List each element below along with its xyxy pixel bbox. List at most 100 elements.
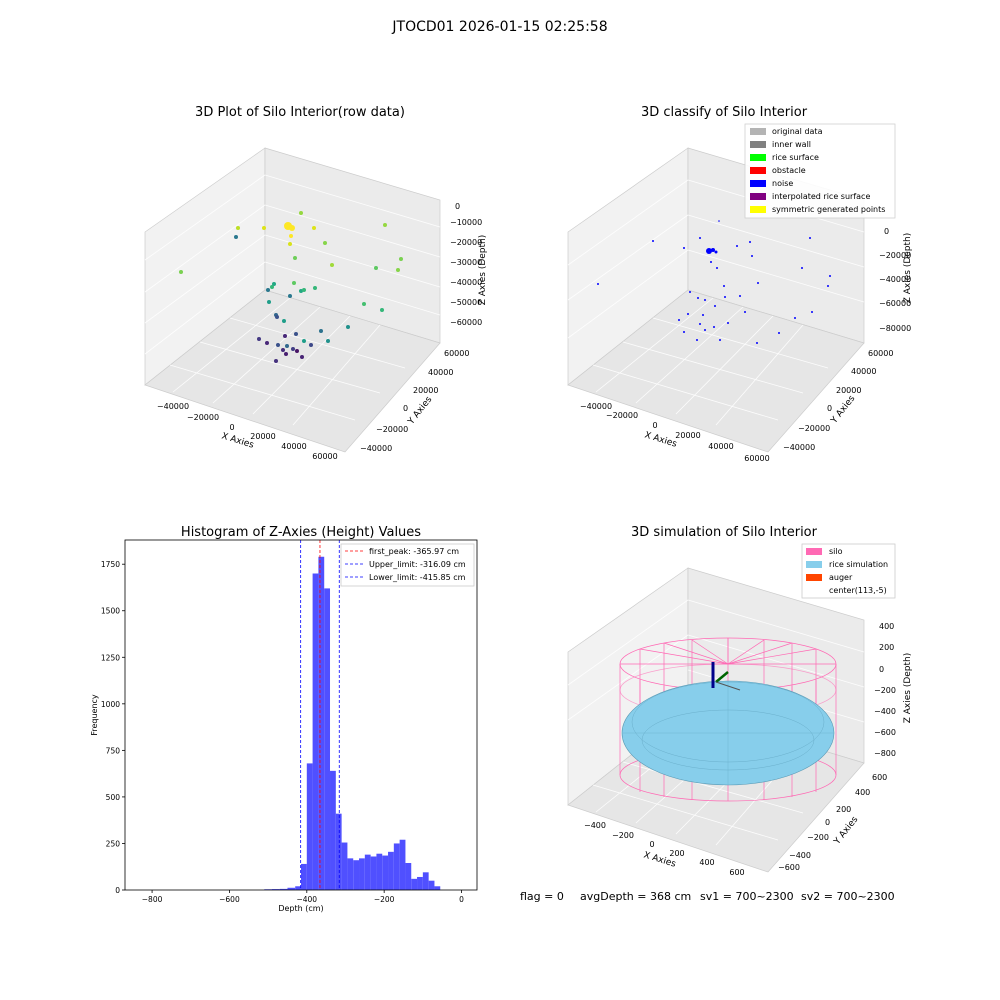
z-tick-label: 0 bbox=[884, 227, 889, 236]
chart-title: 3D Plot of Silo Interior(row data) bbox=[195, 105, 405, 120]
histogram-bar bbox=[295, 886, 301, 890]
y-tick-label: 20000 bbox=[836, 386, 861, 395]
x-tick-label: −200 bbox=[374, 895, 395, 904]
legend-swatch bbox=[806, 561, 822, 568]
histogram-bar bbox=[347, 858, 354, 890]
x-tick-label: −400 bbox=[296, 895, 317, 904]
x-tick-label: 60000 bbox=[744, 454, 769, 463]
y-tick-label: 0 bbox=[827, 404, 832, 413]
legend-swatch bbox=[750, 206, 766, 213]
legend-swatch bbox=[750, 193, 766, 200]
histogram-bar bbox=[411, 878, 418, 890]
histogram-bars bbox=[264, 556, 441, 890]
x-tick-label: −600 bbox=[219, 895, 240, 904]
legend: first_peak: -365.97 cm Upper_limit: -316… bbox=[340, 543, 475, 587]
panel-classify: 3D classify of Silo Interior bbox=[567, 105, 913, 463]
histogram-bar bbox=[324, 588, 331, 890]
y-tick-label: 1250 bbox=[101, 653, 120, 662]
legend-label: symmetric generated points bbox=[772, 205, 885, 214]
y-tick-label: 600 bbox=[872, 773, 887, 782]
legend-label: auger bbox=[829, 573, 853, 582]
y-tick-label: 250 bbox=[106, 839, 121, 848]
y-tick-labels: −40000 −20000 0 20000 40000 60000 bbox=[360, 349, 469, 453]
histogram-bar bbox=[376, 853, 383, 890]
z-tick-label: 0 bbox=[879, 665, 884, 674]
chart-title: 3D simulation of Silo Interior bbox=[631, 525, 818, 540]
grid-lines bbox=[144, 174, 441, 426]
z-tick-label: 400 bbox=[879, 622, 894, 631]
y-tick-label: 0 bbox=[403, 404, 408, 413]
x-tick-label: −200 bbox=[612, 831, 634, 840]
histogram-bar bbox=[335, 813, 342, 890]
histogram-bar bbox=[399, 839, 406, 890]
y-tick-label: 200 bbox=[836, 805, 851, 814]
z-tick-label: −80000 bbox=[879, 324, 911, 333]
histogram-bar bbox=[428, 880, 435, 890]
flag-value: flag = 0 bbox=[520, 890, 564, 903]
pane-floor bbox=[144, 289, 441, 453]
x-axis-label: X Axies bbox=[643, 430, 678, 449]
legend-swatch bbox=[750, 180, 766, 187]
y-tick-label: −20000 bbox=[376, 425, 408, 434]
x-tick-label: 0 bbox=[229, 423, 234, 432]
z-tick-label: −60000 bbox=[450, 318, 482, 327]
x-tick-label: 40000 bbox=[708, 442, 733, 451]
rice-surface bbox=[621, 680, 835, 786]
histogram-bar bbox=[306, 763, 313, 890]
panel-histogram: Histogram of Z-Axies (Height) Values −80… bbox=[90, 525, 478, 913]
z-tick-label: −200 bbox=[874, 686, 896, 695]
z-tick-labels: 0 −10000 −20000 −30000 −40000 −50000 −60… bbox=[450, 202, 482, 327]
z-tick-label: −40000 bbox=[450, 278, 482, 287]
z-tick-label: −600 bbox=[874, 728, 896, 737]
legend: original data inner wall rice surface ob… bbox=[744, 123, 896, 219]
legend-swatch bbox=[750, 154, 766, 161]
legend-label: rice simulation bbox=[829, 560, 888, 569]
y-axis-label: Y Axies bbox=[406, 395, 435, 428]
z-tick-label: −800 bbox=[874, 749, 896, 758]
z-tick-label: −20000 bbox=[879, 251, 911, 260]
y-tick-label: 750 bbox=[106, 746, 121, 755]
y-tick-label: −400 bbox=[789, 851, 811, 860]
y-tick-label: −200 bbox=[807, 833, 829, 842]
x-tick-label: −800 bbox=[142, 895, 163, 904]
histogram-bar bbox=[312, 573, 319, 890]
z-axis-label: Z Axies (Depth) bbox=[478, 235, 488, 306]
figure-title: JTOCD01 2026-01-15 02:25:58 bbox=[391, 19, 607, 35]
auger bbox=[711, 662, 741, 691]
y-ticks: 0 250 500 750 1000 1250 1500 1750 bbox=[101, 560, 125, 895]
y-tick-label: 20000 bbox=[413, 386, 438, 395]
y-tick-label: −40000 bbox=[783, 443, 815, 452]
plot-frame bbox=[124, 539, 478, 891]
histogram-bar bbox=[405, 863, 412, 890]
z-tick-label: −40000 bbox=[879, 275, 911, 284]
z-tick-label: −50000 bbox=[450, 298, 482, 307]
y-tick-label: 500 bbox=[106, 793, 121, 802]
x-tick-label: −40000 bbox=[157, 402, 189, 411]
y-tick-label: 0 bbox=[115, 886, 120, 895]
axes-3d-box bbox=[144, 147, 441, 453]
histogram-bar bbox=[271, 889, 280, 890]
chart-title: Histogram of Z-Axies (Height) Values bbox=[181, 525, 421, 540]
x-tick-label: 0 bbox=[459, 895, 464, 904]
x-tick-label: 20000 bbox=[250, 432, 275, 441]
legend-label: obstacle bbox=[772, 166, 806, 175]
legend-label: inner wall bbox=[772, 140, 811, 149]
histogram-bar bbox=[370, 856, 377, 890]
z-tick-label: 200 bbox=[879, 643, 894, 652]
noise-points bbox=[597, 220, 831, 344]
x-tick-label: 60000 bbox=[312, 452, 337, 461]
y-tick-label: −600 bbox=[778, 863, 800, 872]
x-tick-label: −40000 bbox=[580, 402, 612, 411]
y-tick-label: 400 bbox=[855, 788, 870, 797]
histogram-bar bbox=[417, 876, 423, 890]
histogram-bar bbox=[279, 888, 288, 890]
x-tick-label: 600 bbox=[729, 868, 744, 877]
legend-label: Lower_limit: -415.85 cm bbox=[369, 573, 466, 582]
status-line: flag = 0 avgDepth = 368 cm sv1 = 700~230… bbox=[520, 890, 895, 903]
scatter-points bbox=[179, 211, 403, 363]
y-tick-label: 60000 bbox=[868, 349, 893, 358]
x-tick-label: 0 bbox=[652, 421, 657, 430]
x-tick-label: −400 bbox=[584, 821, 606, 830]
legend-swatch bbox=[750, 141, 766, 148]
z-tick-label: −20000 bbox=[450, 238, 482, 247]
